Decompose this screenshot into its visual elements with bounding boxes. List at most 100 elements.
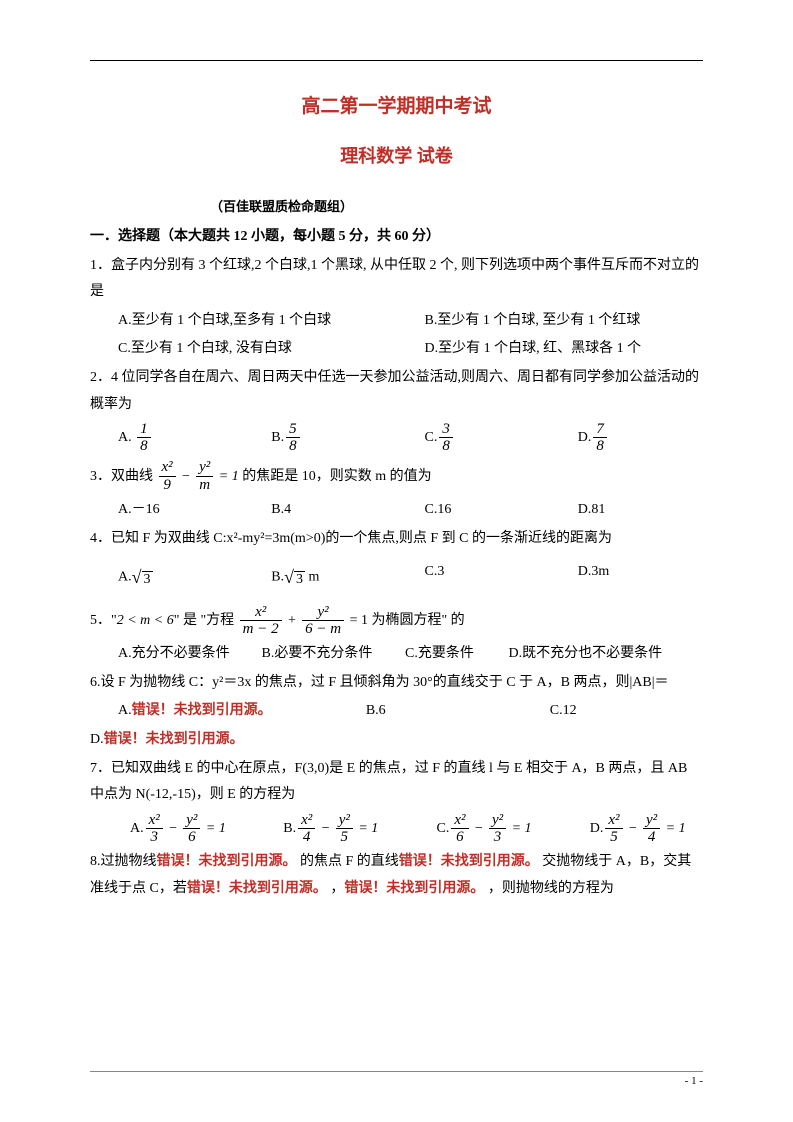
q7-b-eq: = 1	[355, 821, 378, 836]
q8-err2: 错误！未找到引用源。	[399, 854, 539, 869]
q2-c-label: C.	[425, 430, 438, 445]
q6-a-label: A.	[118, 703, 132, 718]
q7-d-eq: = 1	[662, 821, 685, 836]
q3-f1n: x²	[159, 459, 176, 477]
q3-stem-b: 的焦距是 10，则实数 m 的值为	[242, 469, 431, 484]
q6-options-row1: A.错误！未找到引用源。 B.6 C.12	[90, 698, 703, 725]
q1-stem: 1．盒子内分别有 3 个红球,2 个白球,1 个黑球, 从中任取 2 个, 则下…	[90, 253, 703, 306]
q4-stem: 4．已知 F 为双曲线 C:x²-my²=3m(m>0)的一个焦点,则点 F 到…	[90, 526, 703, 553]
q6-d-error: 错误！未找到引用源。	[104, 732, 244, 747]
footer-rule	[90, 1071, 703, 1072]
q2-c-num: 3	[439, 421, 453, 439]
q5-f2d: 6 − m	[302, 621, 344, 638]
q6-d-label: D.	[90, 732, 104, 747]
q5-f2n: y²	[302, 604, 344, 622]
q4-a-sqrt: 3	[142, 571, 153, 587]
radical-icon: √	[132, 567, 142, 587]
section-1-header: 一．选择题（本大题共 12 小题，每小题 5 分，共 60 分）	[90, 224, 703, 251]
q2-opt-c: C.38	[397, 420, 550, 456]
q5-options: A.充分不必要条件 B.必要不充分条件 C.充要条件 D.既不充分也不必要条件	[90, 641, 703, 668]
q5-f1d: m − 2	[240, 621, 282, 638]
q1-opt-a: A.至少有 1 个白球,至多有 1 个白球	[90, 308, 397, 335]
q3-f2n: y²	[196, 459, 213, 477]
q7-options: A.x²3 − y²6 = 1 B.x²4 − y²5 = 1 C.x²6 − …	[90, 811, 703, 847]
q2-opt-b: B.58	[243, 420, 396, 456]
q2-stem: 2．4 位同学各自在周六、周日两天中任选一天参加公益活动,则周六、周日都有同学参…	[90, 365, 703, 418]
q4-a-label: A.	[118, 570, 132, 585]
q8-err3: 错误！未找到引用源。	[187, 881, 327, 896]
q7-c-eq: = 1	[508, 821, 531, 836]
q7-b-d1: 4	[298, 829, 315, 846]
q5-stem-b: " 是 "方程	[174, 613, 234, 628]
q7-a-n1: x²	[146, 812, 163, 830]
q5-plus: +	[287, 613, 300, 628]
q5-opt-c: C.充要条件	[405, 641, 505, 668]
q8-err4: 错误！未找到引用源。	[344, 881, 484, 896]
q8-mid3: ，	[327, 881, 345, 896]
q7-a-eq: = 1	[202, 821, 225, 836]
q7-d-n2: y²	[643, 812, 660, 830]
q7-d-label: D.	[590, 821, 604, 836]
q3-opt-a: A.－16	[90, 497, 243, 524]
q2-b-den: 8	[286, 438, 300, 455]
top-rule	[90, 60, 703, 61]
q7-opt-c: C.x²6 − y²3 = 1	[397, 811, 550, 847]
q4-opt-c: C.3	[397, 554, 550, 601]
q3-f2d: m	[196, 477, 213, 494]
q7-a-n2: y²	[183, 812, 200, 830]
q3-opt-d: D.81	[550, 497, 703, 524]
q8-mid4: ，则抛物线的方程为	[484, 881, 614, 896]
q7-d-n1: x²	[605, 812, 622, 830]
q6-opt-d: D.错误！未找到引用源。	[90, 727, 703, 754]
q7-d-d1: 5	[605, 829, 622, 846]
q2-b-label: B.	[271, 430, 284, 445]
q7-c-n2: y²	[489, 812, 506, 830]
q7-b-label: B.	[283, 821, 296, 836]
q7-opt-d: D.x²5 − y²4 = 1	[550, 811, 703, 847]
q1-opt-b: B.至少有 1 个白球, 至少有 1 个红球	[397, 308, 704, 335]
q3-stem: 3．双曲线 x²9 − y²m = 1 的焦距是 10，则实数 m 的值为	[90, 459, 703, 495]
q7-a-label: A.	[130, 821, 144, 836]
q2-b-num: 5	[286, 421, 300, 439]
q2-opt-a: A. 18	[90, 420, 243, 456]
q7-a-minus: −	[165, 821, 181, 836]
q7-stem: 7．已知双曲线 E 的中心在原点，F(3,0)是 E 的焦点，过 F 的直线 l…	[90, 756, 703, 809]
q4-b-label: B.	[271, 570, 284, 585]
q3-eq: = 1	[219, 469, 242, 484]
q4-options: A.√3 B.√3 m C.3 D.3m	[90, 554, 703, 601]
q2-c-den: 8	[439, 438, 453, 455]
radical-icon: √	[284, 567, 294, 587]
q3-minus: −	[181, 469, 194, 484]
q5-opt-b: B.必要不充分条件	[262, 641, 402, 668]
q7-b-n1: x²	[298, 812, 315, 830]
q6-stem: 6.设 F 为抛物线 C：y²＝3x 的焦点，过 F 且倾斜角为 30°的直线交…	[90, 670, 703, 697]
q7-c-minus: −	[471, 821, 487, 836]
q7-a-d2: 6	[183, 829, 200, 846]
q2-a-num: 1	[137, 421, 151, 439]
q1-opt-d: D.至少有 1 个白球, 红、黑球各 1 个	[397, 336, 704, 363]
q7-c-d1: 6	[451, 829, 468, 846]
q1-options-row2: C.至少有 1 个白球, 没有白球 D.至少有 1 个白球, 红、黑球各 1 个	[90, 336, 703, 363]
q1-opt-c: C.至少有 1 个白球, 没有白球	[90, 336, 397, 363]
q7-opt-b: B.x²4 − y²5 = 1	[243, 811, 396, 847]
q7-c-d2: 3	[489, 829, 506, 846]
q2-options: A. 18 B.58 C.38 D.78	[90, 420, 703, 456]
exam-title: 高二第一学期期中考试	[90, 89, 703, 125]
q2-d-label: D.	[578, 430, 592, 445]
q6-opt-b: B.6	[366, 698, 550, 725]
q4-b-m: m	[305, 570, 319, 585]
q3-opt-c: C.16	[397, 497, 550, 524]
q2-a-den: 8	[137, 438, 151, 455]
q2-d-num: 7	[593, 421, 607, 439]
q8-mid1: 的焦点 F 的直线	[297, 854, 399, 869]
q7-b-d2: 5	[336, 829, 353, 846]
q5-f1n: x²	[240, 604, 282, 622]
q1-options-row1: A.至少有 1 个白球,至多有 1 个白球 B.至少有 1 个白球, 至少有 1…	[90, 308, 703, 335]
q5-stem-a: 5．"	[90, 613, 117, 628]
q5-cond: 2 < m < 6	[117, 613, 174, 628]
source-line: （百佳联盟质检命题组）	[90, 195, 703, 220]
q6-a-error: 错误！未找到引用源。	[132, 703, 272, 718]
q7-c-n1: x²	[451, 812, 468, 830]
q3-options: A.－16 B.4 C.16 D.81	[90, 497, 703, 524]
q6-opt-c: C.12	[550, 698, 703, 725]
